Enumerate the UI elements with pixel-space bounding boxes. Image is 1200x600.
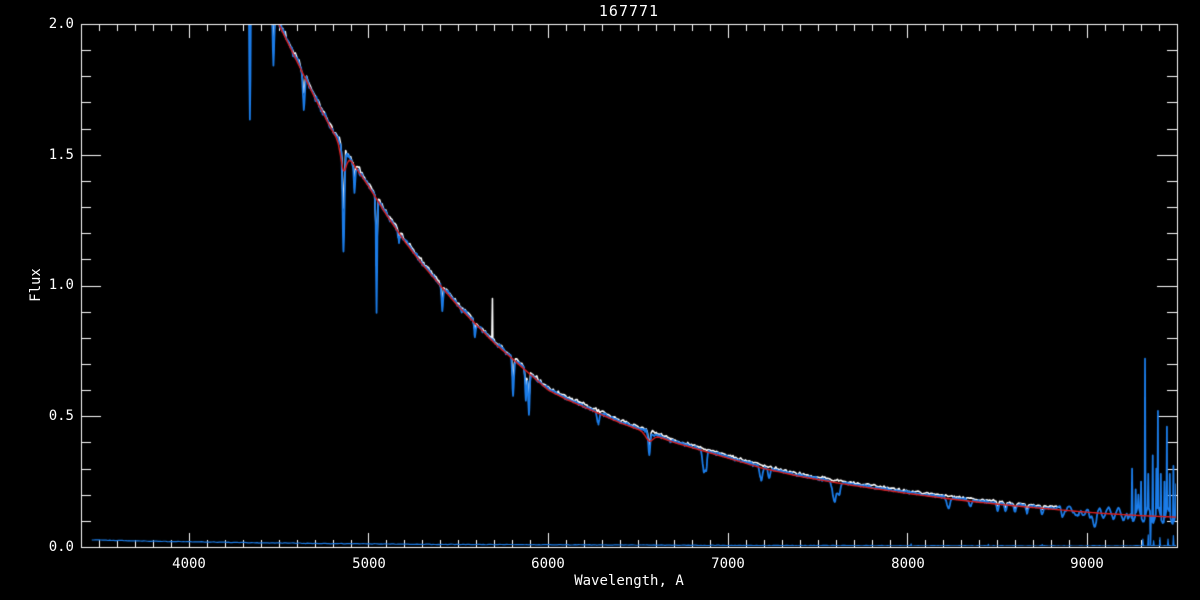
y-tick-label: 1.0	[48, 277, 74, 293]
x-tick-label: 5000	[352, 556, 386, 572]
x-axis-label: Wavelength, A	[574, 573, 684, 589]
y-tick-label: 0.0	[48, 539, 74, 555]
x-tick-label: 9000	[1070, 556, 1104, 572]
x-tick-label: 8000	[891, 556, 925, 572]
y-tick-label: 2.0	[48, 16, 74, 32]
x-tick-label: 4000	[172, 556, 206, 572]
x-tick-label: 7000	[711, 556, 745, 572]
y-tick-label: 0.5	[48, 408, 74, 424]
y-tick-label: 1.5	[48, 147, 74, 163]
chart-title: 167771	[598, 2, 660, 20]
x-tick-label: 6000	[531, 556, 565, 572]
